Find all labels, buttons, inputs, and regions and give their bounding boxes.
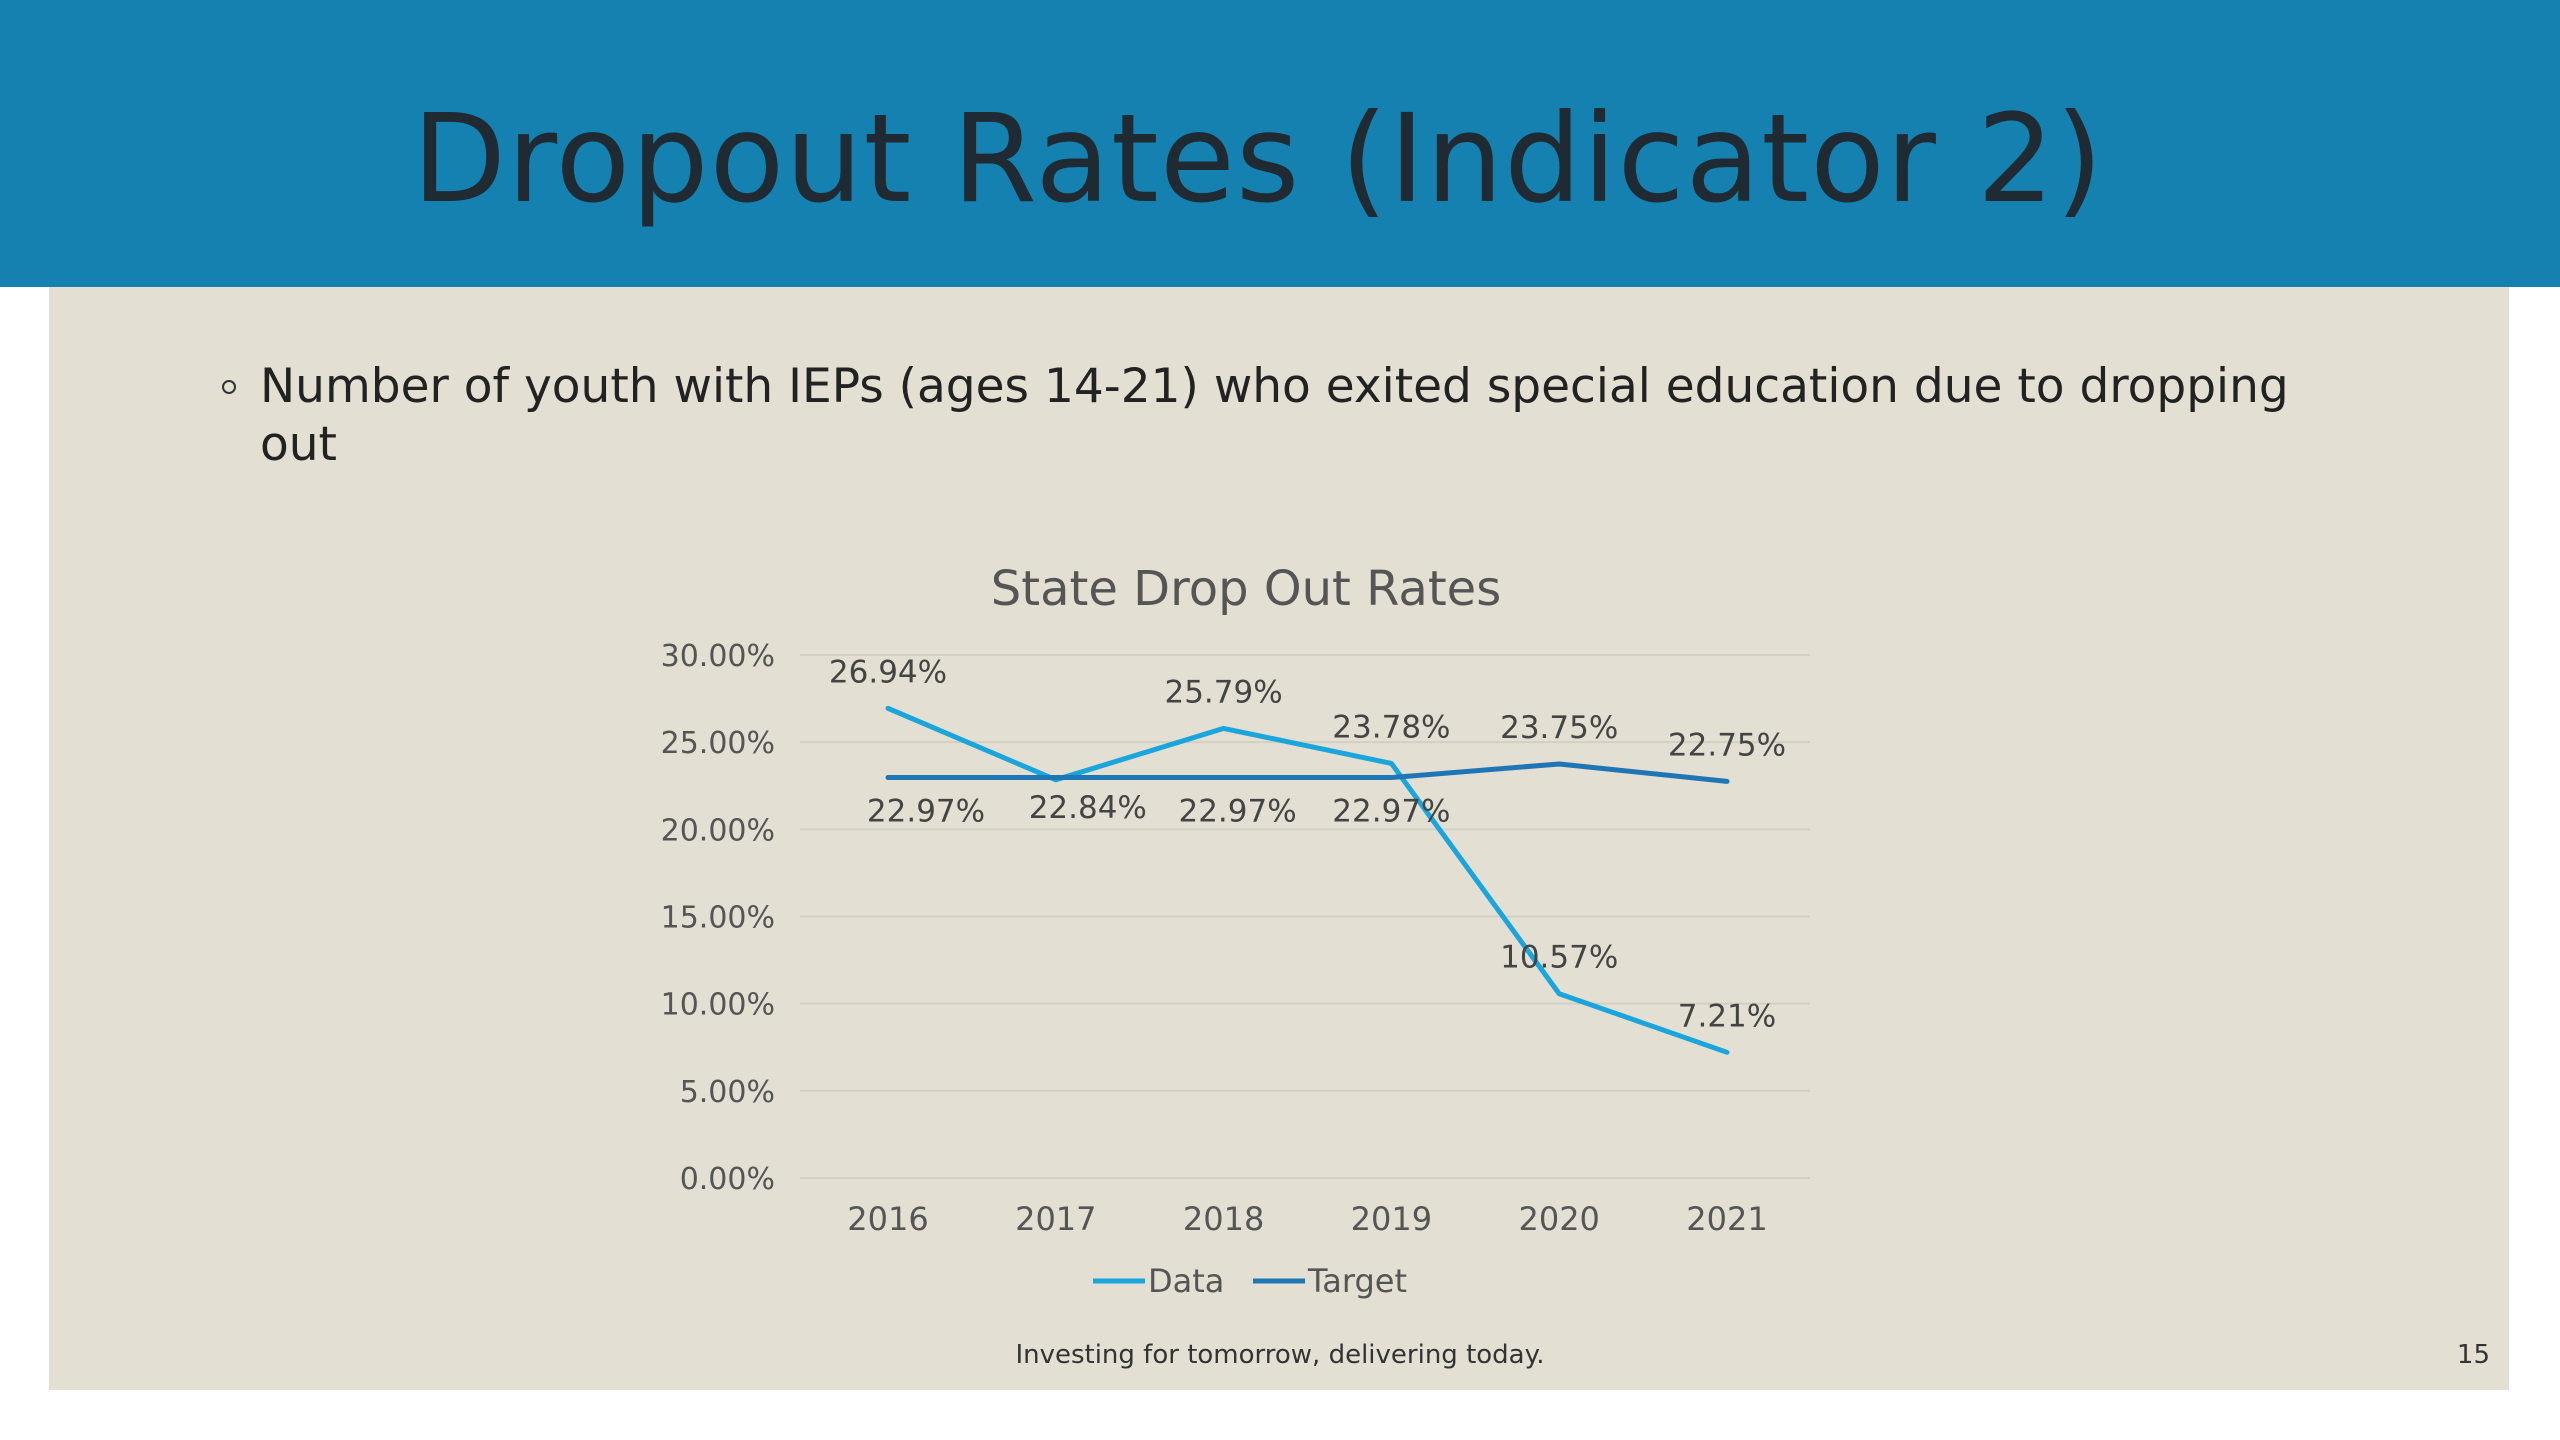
legend-label-target: Target bbox=[1307, 1262, 1407, 1300]
x-tick-label: 2017 bbox=[1015, 1200, 1096, 1238]
x-tick-label: 2018 bbox=[1183, 1200, 1264, 1238]
data-label-data: 10.57% bbox=[1500, 940, 1618, 976]
data-label-data: 25.79% bbox=[1164, 674, 1282, 710]
series-line-data bbox=[885, 705, 1730, 1055]
y-tick-label: 10.00% bbox=[661, 988, 775, 1023]
data-label-data: 22.84% bbox=[1029, 790, 1147, 826]
x-tick-label: 2016 bbox=[847, 1200, 928, 1238]
slide-header: Dropout Rates (Indicator 2) bbox=[0, 0, 2560, 287]
data-label-target: 23.75% bbox=[1500, 710, 1618, 746]
chart-title: State Drop Out Rates bbox=[991, 561, 1501, 617]
data-label-data: 26.94% bbox=[829, 654, 947, 690]
y-tick-label: 20.00% bbox=[661, 813, 775, 848]
data-label-target: 22.97% bbox=[1178, 794, 1296, 830]
x-tick-label: 2021 bbox=[1686, 1200, 1767, 1238]
y-tick-label: 15.00% bbox=[661, 901, 775, 936]
y-tick-label: 0.00% bbox=[680, 1162, 775, 1197]
bullet-item: Number of youth with IEPs (ages 14-21) w… bbox=[222, 358, 2322, 474]
y-tick-label: 30.00% bbox=[661, 639, 775, 674]
data-label-target: 22.97% bbox=[867, 794, 985, 830]
footer-tagline: Investing for tomorrow, delivering today… bbox=[1015, 1340, 1545, 1370]
bullet-circle-icon bbox=[222, 380, 236, 394]
data-label-target: 22.97% bbox=[1332, 794, 1450, 830]
legend-label-data: Data bbox=[1148, 1262, 1224, 1300]
x-tick-label: 2019 bbox=[1351, 1200, 1432, 1238]
slide-title: Dropout Rates (Indicator 2) bbox=[412, 88, 2104, 230]
bullet-text: Number of youth with IEPs (ages 14-21) w… bbox=[260, 359, 2289, 472]
slide-content-panel bbox=[49, 287, 2509, 1390]
y-tick-label: 5.00% bbox=[680, 1075, 775, 1110]
data-label-data: 23.78% bbox=[1332, 709, 1450, 745]
page-number: 15 bbox=[2456, 1340, 2490, 1370]
data-label-data: 7.21% bbox=[1678, 998, 1776, 1034]
series-line-target bbox=[885, 761, 1730, 784]
x-tick-label: 2020 bbox=[1518, 1200, 1599, 1238]
data-label-target: 22.75% bbox=[1668, 727, 1786, 763]
y-tick-label: 25.00% bbox=[661, 726, 775, 761]
